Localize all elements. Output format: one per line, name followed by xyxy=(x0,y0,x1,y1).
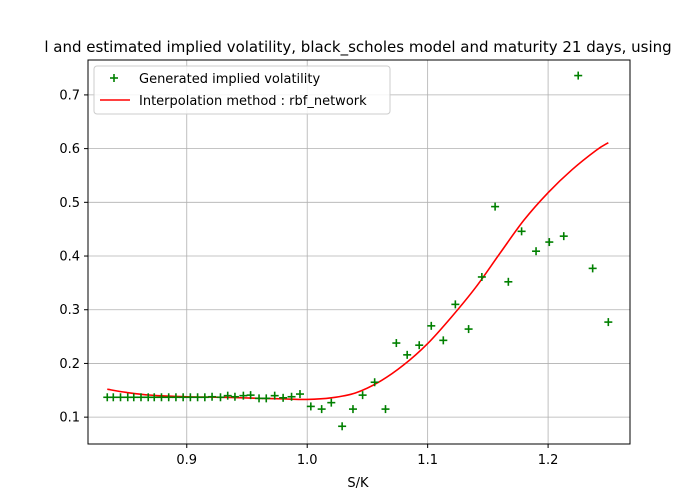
scatter-point xyxy=(150,393,159,402)
scatter-point xyxy=(157,393,166,402)
scatter-point xyxy=(317,405,326,414)
grid xyxy=(88,60,630,444)
scatter-point xyxy=(464,325,473,334)
scatter-point xyxy=(270,391,279,400)
legend-box xyxy=(93,65,391,115)
scatter-point xyxy=(491,202,500,211)
x-tick-label: 1.1 xyxy=(417,453,438,468)
scatter-point xyxy=(545,238,554,247)
scatter-point xyxy=(255,394,264,403)
legend-plus-marker xyxy=(110,74,118,82)
scatter-point xyxy=(327,398,336,407)
scatter-point xyxy=(200,393,209,402)
scatter-point xyxy=(116,393,125,402)
scatter-point xyxy=(223,391,232,400)
scatter-point xyxy=(136,393,145,402)
scatter-point xyxy=(306,402,315,411)
scatter-point xyxy=(559,232,568,241)
scatter-point xyxy=(186,393,195,402)
scatter-point xyxy=(427,321,436,330)
scatter-point xyxy=(604,318,613,327)
scatter-point xyxy=(477,272,486,281)
scatter-point xyxy=(439,336,448,345)
scatter-point xyxy=(295,390,304,399)
line-layer xyxy=(107,142,609,401)
scatter-point xyxy=(179,393,188,402)
y-tick-label: 0.3 xyxy=(59,303,80,318)
plot-frame xyxy=(87,59,631,445)
y-axis: 0.1 0.2 0.3 0.4 0.5 0.6 0.7 xyxy=(59,88,88,426)
y-tick-label: 0.2 xyxy=(59,357,80,372)
y-tick-label: 0.6 xyxy=(59,142,80,157)
scatter-point xyxy=(230,392,239,401)
chart-title: l and estimated implied volatility, blac… xyxy=(44,38,671,57)
scatter-point xyxy=(109,393,118,402)
scatter-point xyxy=(381,405,390,414)
scatter-point xyxy=(504,277,513,286)
scatter-point xyxy=(193,393,202,402)
scatter-point xyxy=(451,300,460,309)
scatter-point xyxy=(164,393,173,402)
x-tick-label: 0.9 xyxy=(176,453,197,468)
legend-label-line: Interpolation method : rbf_network xyxy=(139,94,367,109)
scatter-layer xyxy=(103,71,613,431)
legend-label-scatter: Generated implied volatility xyxy=(139,72,320,87)
x-axis-label: S/K xyxy=(347,476,369,491)
scatter-point xyxy=(358,391,367,400)
scatter-point xyxy=(171,393,180,402)
y-tick-label: 0.4 xyxy=(59,250,80,265)
scatter-point xyxy=(415,341,424,350)
scatter-point xyxy=(239,391,248,400)
scatter-point xyxy=(279,393,288,402)
scatter-point xyxy=(517,227,526,236)
scatter-point xyxy=(370,378,379,387)
scatter-point xyxy=(287,392,296,401)
x-axis: 0.9 1.0 1.1 1.2 xyxy=(176,444,558,468)
scatter-point xyxy=(208,392,217,401)
legend-marker-scatter xyxy=(110,74,118,82)
interpolation-line xyxy=(107,142,609,401)
scatter-point xyxy=(216,393,225,402)
scatter-point xyxy=(392,339,401,348)
y-tick-label: 0.7 xyxy=(59,88,80,103)
scatter-point xyxy=(532,247,541,256)
y-tick-label: 0.5 xyxy=(59,196,80,211)
scatter-point xyxy=(129,393,138,402)
scatter-point xyxy=(348,405,357,414)
scatter-point xyxy=(588,264,597,273)
scatter-point xyxy=(403,350,412,359)
scatter-point xyxy=(338,422,347,431)
x-tick-label: 1.0 xyxy=(297,453,318,468)
scatter-point xyxy=(246,391,255,400)
scatter-point xyxy=(574,71,583,80)
y-tick-label: 0.1 xyxy=(59,411,80,426)
scatter-point xyxy=(262,394,271,403)
legend: Generated implied volatility Interpolati… xyxy=(93,65,391,115)
x-tick-label: 1.2 xyxy=(538,453,559,468)
